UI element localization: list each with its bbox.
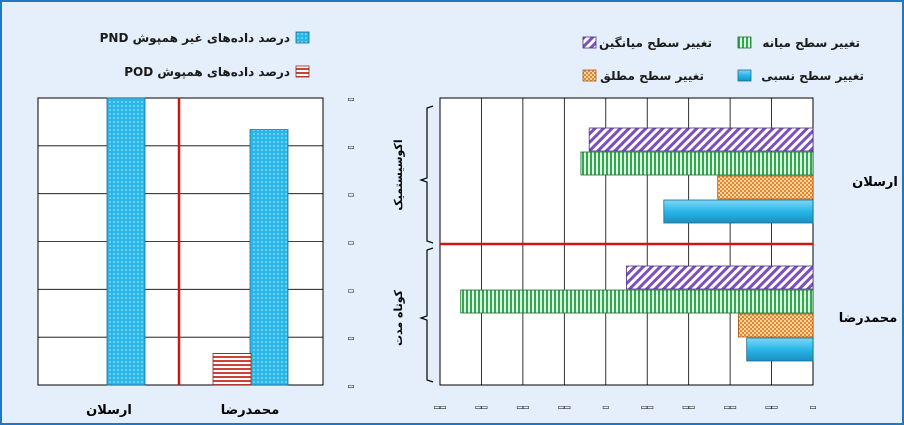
legend-item-pod: درصد داده‌های همپوش POD (124, 65, 310, 80)
legend-label-avg: تغییر سطح میانگین (599, 36, 712, 50)
bar-abs-mohammadreza (738, 313, 814, 338)
left-y-tick-label: ▭ (348, 333, 354, 344)
left-legend: درصد داده‌های غیر همپوش PND درصد داده‌ها… (100, 31, 310, 80)
bar-abs-arsalan (717, 175, 814, 200)
legend-item-pnd: درصد داده‌های غیر همپوش PND (100, 31, 310, 46)
group-label-short-term: کوتاه مدت (392, 289, 405, 346)
left-y-tick-label: ▭ (348, 285, 354, 296)
legend-swatch-avg (582, 36, 597, 49)
right-x-tick-label: ▭▭ (434, 402, 446, 413)
left-x-labels: ارسلان محمدرضا (86, 403, 279, 418)
right-x-tick-label: ▭▭ (683, 402, 695, 413)
legend-item-mid: تغییر سطح میانه (737, 36, 860, 50)
legend-label-pnd: درصد داده‌های غیر همپوش PND (100, 31, 290, 46)
left-plot: ▭ ▭ ▭ ▭ ▭ ▭ ▭ ارسلان محمدرضا (37, 94, 354, 418)
legend-swatch-pnd (295, 31, 310, 44)
right-plot: ▭▭ ▭▭ ▭▭ ▭▭ ▭ ▭▭ ▭▭ ▭▭ ▭▭ ▭ ارسلان محمدرضا (434, 97, 898, 413)
right-bars (460, 127, 814, 362)
right-x-tick-label: ▭▭ (475, 402, 487, 413)
group-brace-top (419, 105, 434, 244)
right-y-labels: ارسلان محمدرضا (839, 175, 898, 326)
right-legend: تغییر سطح میانگین تغییر سطح میانه تغییر … (582, 36, 864, 83)
right-x-tick-label: ▭▭ (724, 402, 736, 413)
group-label-ecosystemic: اکوسیستمیک (392, 139, 405, 210)
legend-label-mid: تغییر سطح میانه (762, 36, 860, 50)
legend-swatch-rel (737, 69, 752, 82)
bar-pnd-arsalan (106, 97, 146, 386)
bar-avg-arsalan (588, 127, 814, 152)
right-y-label-mohammadreza: محمدرضا (839, 311, 898, 326)
left-y-tick-label: ▭ (348, 381, 354, 392)
right-x-tick-label: ▭▭ (558, 402, 570, 413)
group-braces: اکوسیستمیک کوتاه مدت (392, 105, 434, 383)
legend-swatch-abs (582, 69, 597, 82)
left-bars (106, 97, 289, 386)
left-x-label-mohammadreza: محمدرضا (221, 403, 280, 418)
right-y-label-arsalan: ارسلان (852, 175, 898, 190)
bar-pod-mohammadreza (212, 353, 252, 386)
bar-avg-mohammadreza (626, 265, 814, 290)
left-y-tick-label: ▭ (348, 94, 354, 105)
legend-item-rel: تغییر سطح نسبی (737, 69, 864, 83)
bar-rel-arsalan (663, 199, 814, 224)
right-x-tick-label: ▭▭ (641, 402, 653, 413)
left-y-tick-label: ▭ (348, 142, 354, 153)
legend-label-abs: تغییر سطح مطلق (600, 69, 704, 83)
right-x-tick-label: ▭ (810, 402, 816, 413)
right-x-tick-label: ▭▭ (517, 402, 529, 413)
right-x-tick-label: ▭ (603, 402, 609, 413)
bar-pnd-mohammadreza (249, 129, 289, 386)
bar-mid-arsalan (580, 151, 814, 176)
left-y-tick-label: ▭ (348, 190, 354, 201)
bar-rel-mohammadreza (746, 337, 814, 362)
left-x-label-arsalan: ارسلان (86, 403, 132, 418)
legend-item-abs: تغییر سطح مطلق (582, 69, 704, 83)
legend-label-pod: درصد داده‌های همپوش POD (124, 65, 290, 80)
group-brace-bottom (419, 247, 434, 383)
right-x-ticks: ▭▭ ▭▭ ▭▭ ▭▭ ▭ ▭▭ ▭▭ ▭▭ ▭▭ ▭ (434, 402, 816, 413)
right-x-tick-label: ▭▭ (766, 402, 778, 413)
left-y-ticks: ▭ ▭ ▭ ▭ ▭ ▭ ▭ (348, 94, 354, 392)
legend-label-rel: تغییر سطح نسبی (761, 69, 864, 83)
left-y-tick-label: ▭ (348, 238, 354, 249)
legend-swatch-mid (737, 36, 752, 49)
legend-swatch-pod (295, 65, 310, 78)
bar-mid-mohammadreza (460, 289, 814, 314)
legend-item-avg: تغییر سطح میانگین (582, 36, 712, 50)
